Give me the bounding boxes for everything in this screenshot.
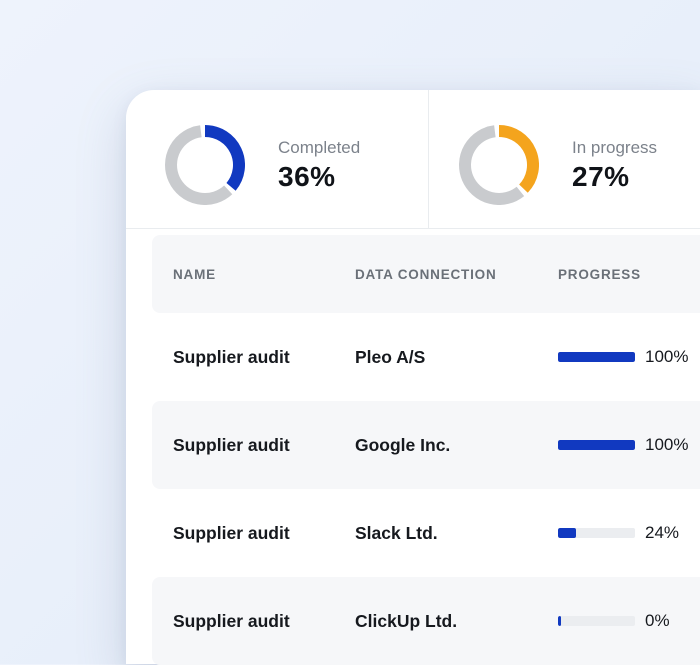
cell-data-connection: Pleo A/S <box>355 346 426 367</box>
table-row[interactable]: Supplier audit Slack Ltd. 24% <box>152 489 700 577</box>
cell-data-connection: Slack Ltd. <box>355 522 438 543</box>
stat-label: Completed <box>278 137 361 157</box>
stat-label: In progress <box>572 137 658 157</box>
stat-in-progress-text: In progress 27% <box>572 138 657 193</box>
progress-percent-label: 100% <box>645 435 689 454</box>
table-row[interactable]: Supplier audit Pleo A/S 100% <box>152 313 700 401</box>
column-header-data-connection: DATA CONNECTION <box>355 266 497 282</box>
progress-bar-fill <box>558 440 635 450</box>
completed-donut-chart <box>165 125 245 205</box>
table-row[interactable]: Supplier audit Google Inc. 100% <box>152 401 700 489</box>
cell-progress: 0% <box>558 611 700 631</box>
stats-section: Completed 36% In progress 27% <box>126 90 700 229</box>
progress-percent-label: 100% <box>645 347 689 366</box>
progress-bar-fill <box>558 352 635 362</box>
in-progress-donut-chart <box>459 125 539 205</box>
cell-name: Supplier audit <box>173 522 290 543</box>
cell-name: Supplier audit <box>173 346 290 367</box>
stat-completed-text: Completed 36% <box>278 138 360 193</box>
progress-bar-track <box>558 352 635 362</box>
progress-bar-fill <box>558 528 577 538</box>
progress-percent-label: 0% <box>645 611 670 630</box>
progress-percent-label: 24% <box>645 523 680 542</box>
cell-name: Supplier audit <box>173 434 290 455</box>
stat-value: 36% <box>278 160 336 192</box>
audits-table: NAME DATA CONNECTION PROGRESS Supplier a… <box>126 235 700 665</box>
cell-progress: 100% <box>558 435 700 455</box>
dashboard-card: Completed 36% In progress 27% NAME DATA … <box>126 90 700 665</box>
cell-data-connection: Google Inc. <box>355 434 451 455</box>
stat-value: 27% <box>572 160 630 192</box>
cell-name: Supplier audit <box>173 610 290 631</box>
cell-data-connection: ClickUp Ltd. <box>355 610 458 631</box>
progress-bar-track <box>558 528 635 538</box>
progress-bar-track <box>558 440 635 450</box>
cell-progress: 24% <box>558 523 700 543</box>
progress-bar-track <box>558 616 635 626</box>
stat-completed: Completed 36% <box>126 90 429 228</box>
stat-in-progress: In progress 27% <box>429 90 700 228</box>
column-header-progress: PROGRESS <box>558 266 641 282</box>
table-header-row: NAME DATA CONNECTION PROGRESS <box>152 235 700 313</box>
cell-progress: 100% <box>558 347 700 367</box>
table-row[interactable]: Supplier audit ClickUp Ltd. 0% <box>152 577 700 665</box>
column-header-name: NAME <box>173 266 216 282</box>
progress-bar-fill <box>558 616 561 626</box>
